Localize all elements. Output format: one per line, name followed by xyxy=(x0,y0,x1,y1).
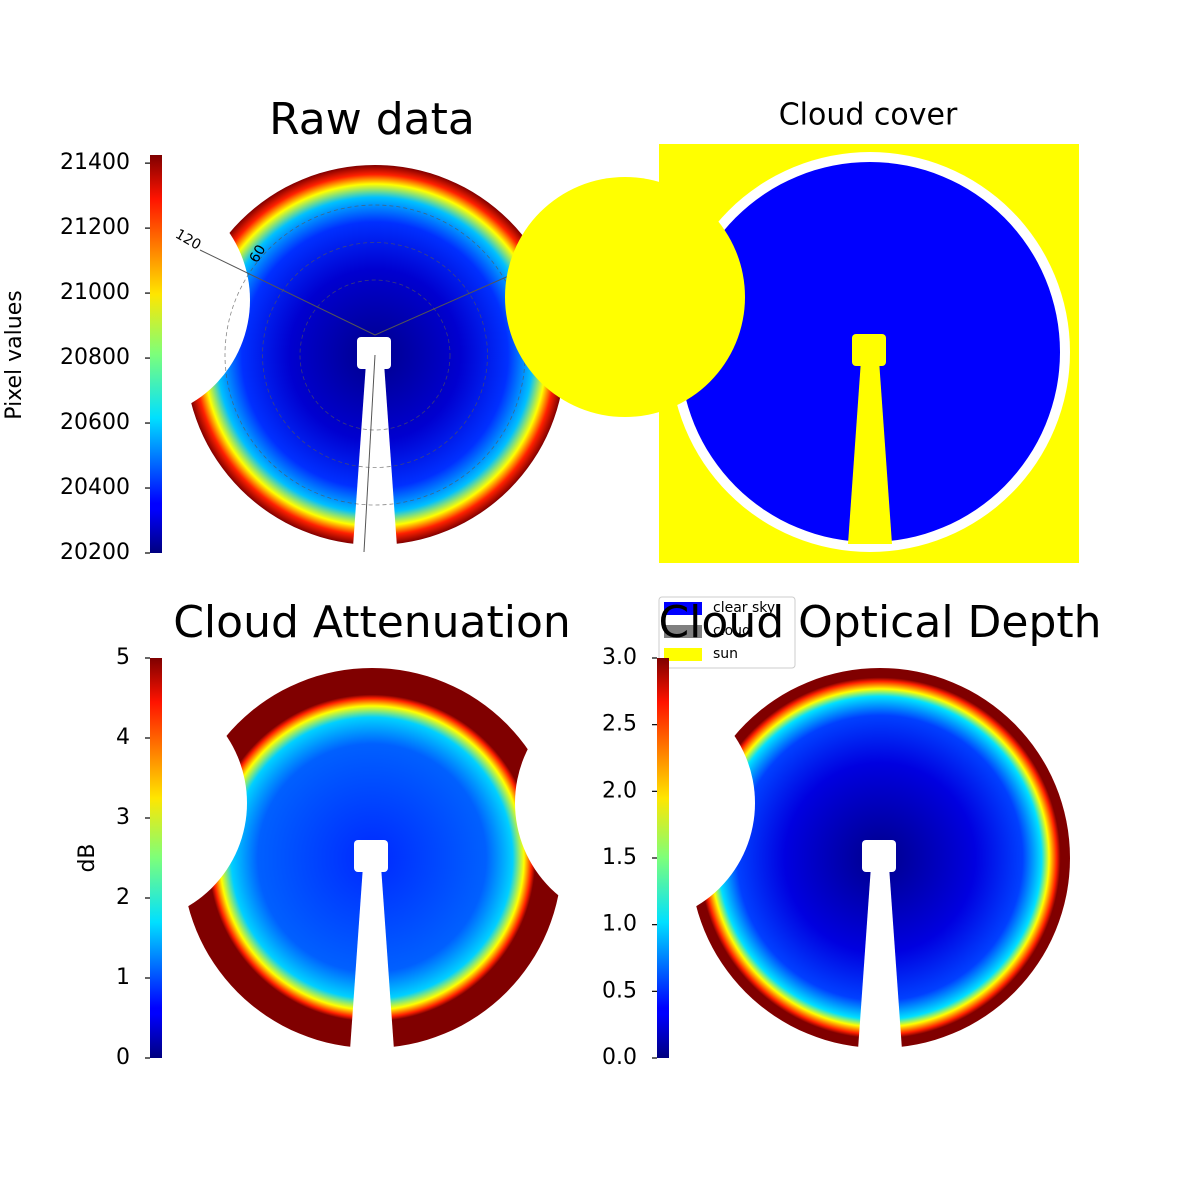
pole-mask xyxy=(848,360,892,544)
legend-swatch xyxy=(664,625,702,638)
colorbar xyxy=(150,155,162,553)
polar-grid xyxy=(299,279,451,431)
colorbar-tick-label: 20400 xyxy=(60,475,130,500)
colorbar-tick-label: 0 xyxy=(116,1045,130,1070)
polar-label: 60 xyxy=(247,242,270,265)
colorbar-tick-label: 0.5 xyxy=(602,978,637,1003)
colorbar-tick-label: 1 xyxy=(116,965,130,990)
panel-title: Cloud Optical Depth xyxy=(658,597,1101,648)
legend-swatch xyxy=(664,648,702,661)
horizon-notch xyxy=(7,683,247,923)
colorbar-tick-label: 4 xyxy=(116,725,130,750)
colorbar-tick-label: 0.0 xyxy=(602,1045,637,1070)
pole-mask xyxy=(350,866,394,1050)
colorbar-tick-label: 21000 xyxy=(60,280,130,305)
pole-mask xyxy=(858,866,902,1050)
colorbar-tick-label: 2 xyxy=(116,885,130,910)
legend-label: sun xyxy=(713,646,738,662)
colorbar-tick-label: 5 xyxy=(116,645,130,670)
colorbar-label: Pixel values xyxy=(2,290,27,419)
polar-spoke xyxy=(363,354,376,553)
panel: Cloud Attenuation 0 1 2 3 4 5 dB xyxy=(7,597,571,1070)
colorbar xyxy=(150,658,162,1058)
colorbar-tick-label: 20800 xyxy=(60,345,130,370)
colorbar-tick-label: 2.5 xyxy=(602,712,637,737)
colorbar-tick-label: 2.0 xyxy=(602,778,637,803)
colorbar-tick-label: 20200 xyxy=(60,540,130,565)
polar-spoke xyxy=(199,249,376,336)
colorbar-tick-label: 20600 xyxy=(60,410,130,435)
colorbar-tick-label: 21400 xyxy=(60,150,130,175)
horizon-notch xyxy=(515,683,755,923)
colorbar-tick-label: 1.0 xyxy=(602,912,637,937)
colorbar-label: dB xyxy=(75,843,100,872)
polar-grid xyxy=(262,242,488,468)
pole-mask xyxy=(353,363,397,547)
legend-label: cloud xyxy=(713,623,751,639)
notch-edge xyxy=(520,192,730,402)
mount-mask xyxy=(354,840,388,872)
legend-label: clear sky xyxy=(713,600,775,616)
colorbar-tick-label: 3 xyxy=(116,805,130,830)
colorbar xyxy=(657,658,669,1058)
panel: Raw data 20200 20400 20600 20800 21000 21200 21… xyxy=(2,94,573,565)
mount-mask xyxy=(852,334,886,366)
panel-title: Cloud cover xyxy=(779,98,958,133)
panel: Cloud cover clear sky cloud sun xyxy=(505,98,1079,669)
panel: Cloud Optical Depth 0.0 0.5 1.0 1.5 2.0 2.5 3.0 xyxy=(515,597,1102,1070)
panel-title: Cloud Attenuation xyxy=(173,597,571,648)
horizon-notch xyxy=(10,180,250,420)
colorbar-tick-label: 3.0 xyxy=(602,645,637,670)
colorbar-tick-label: 1.5 xyxy=(602,845,637,870)
panel-title: Raw data xyxy=(269,94,475,145)
mount-mask xyxy=(862,840,896,872)
legend-swatch xyxy=(664,602,702,615)
colorbar-tick-label: 21200 xyxy=(60,215,130,240)
mount-mask xyxy=(357,337,391,369)
